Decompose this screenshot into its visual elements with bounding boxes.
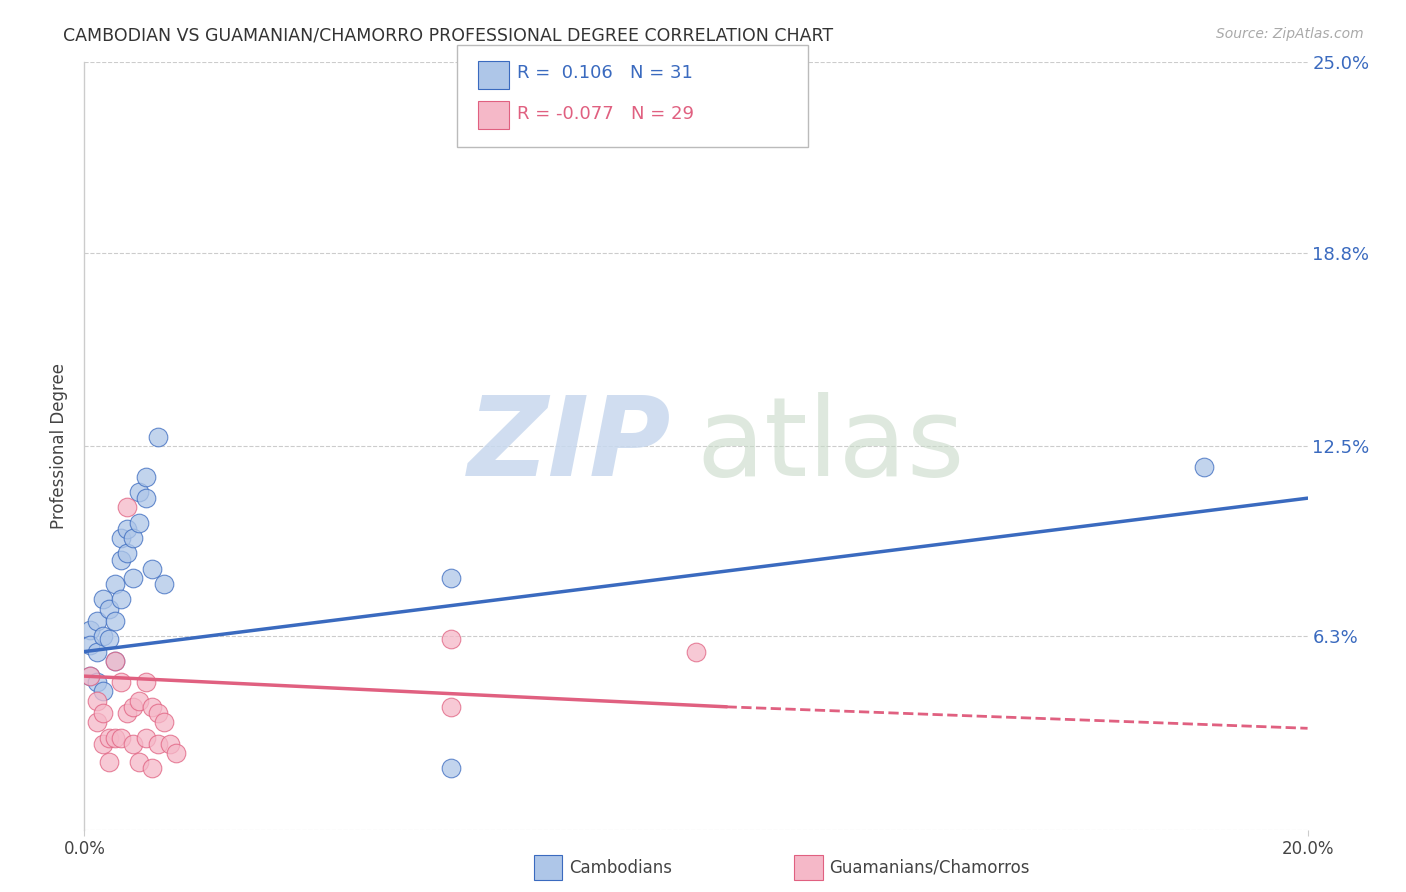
Point	[146, 706, 169, 720]
Point	[440, 699, 463, 714]
Point	[135, 469, 157, 483]
Point	[86, 644, 108, 658]
Point	[115, 706, 138, 720]
Point	[685, 644, 707, 658]
Point	[91, 684, 114, 698]
Text: ZIP: ZIP	[468, 392, 672, 500]
Point	[104, 731, 127, 745]
Text: Source: ZipAtlas.com: Source: ZipAtlas.com	[1216, 27, 1364, 41]
Point	[110, 675, 132, 690]
Text: Cambodians: Cambodians	[569, 859, 672, 877]
Point	[128, 694, 150, 708]
Point	[153, 577, 176, 591]
Point	[110, 592, 132, 607]
Point	[91, 706, 114, 720]
Point	[135, 675, 157, 690]
Point	[115, 522, 138, 536]
Point	[146, 430, 169, 444]
Point	[110, 552, 132, 566]
Text: atlas: atlas	[696, 392, 965, 500]
Point	[91, 629, 114, 643]
Point	[79, 669, 101, 683]
Point	[440, 761, 463, 775]
Point	[104, 654, 127, 668]
Point	[115, 546, 138, 560]
Point	[97, 632, 120, 647]
Point	[86, 694, 108, 708]
Text: R =  0.106   N = 31: R = 0.106 N = 31	[517, 64, 693, 82]
Point	[91, 592, 114, 607]
Point	[86, 614, 108, 628]
Point	[104, 577, 127, 591]
Point	[86, 675, 108, 690]
Point	[165, 746, 187, 760]
Point	[128, 755, 150, 769]
Point	[110, 731, 132, 745]
Point	[146, 737, 169, 751]
Point	[440, 571, 463, 585]
Y-axis label: Professional Degree: Professional Degree	[51, 363, 69, 529]
Point	[79, 639, 101, 653]
Point	[128, 516, 150, 530]
Point	[122, 571, 145, 585]
Point	[97, 601, 120, 615]
Point	[97, 755, 120, 769]
Point	[97, 731, 120, 745]
Point	[122, 737, 145, 751]
Point	[104, 654, 127, 668]
Point	[122, 531, 145, 545]
Point	[135, 491, 157, 505]
Point	[110, 531, 132, 545]
Text: R = -0.077   N = 29: R = -0.077 N = 29	[517, 105, 695, 123]
Point	[79, 669, 101, 683]
Point	[440, 632, 463, 647]
Point	[122, 699, 145, 714]
Point	[159, 737, 181, 751]
Point	[79, 623, 101, 637]
Point	[115, 500, 138, 515]
Point	[104, 614, 127, 628]
Point	[86, 715, 108, 730]
Point	[153, 715, 176, 730]
Point	[135, 731, 157, 745]
Text: Guamanians/Chamorros: Guamanians/Chamorros	[830, 859, 1031, 877]
Point	[91, 737, 114, 751]
Point	[128, 485, 150, 500]
Point	[141, 562, 163, 576]
Point	[141, 699, 163, 714]
Point	[1192, 460, 1215, 475]
Text: CAMBODIAN VS GUAMANIAN/CHAMORRO PROFESSIONAL DEGREE CORRELATION CHART: CAMBODIAN VS GUAMANIAN/CHAMORRO PROFESSI…	[63, 27, 834, 45]
Point	[141, 761, 163, 775]
